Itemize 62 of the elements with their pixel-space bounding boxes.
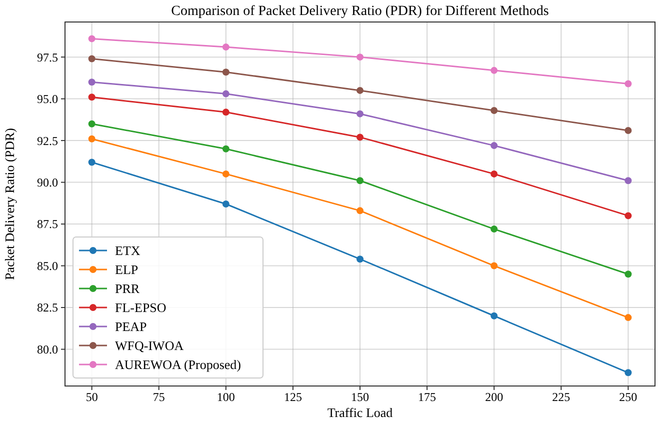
legend-label: WFQ-IWOA — [115, 338, 184, 354]
point — [88, 35, 96, 42]
point — [222, 200, 230, 208]
x-tick-label: 225 — [552, 390, 570, 404]
point — [490, 66, 498, 74]
point — [222, 145, 230, 152]
point — [88, 78, 96, 86]
legend-label: PRR — [115, 281, 140, 296]
point — [490, 226, 498, 233]
x-tick-label: 150 — [351, 390, 369, 404]
x-tick-label: 250 — [619, 390, 638, 404]
legend-label: PEAP — [115, 319, 147, 334]
legend-label: ELP — [115, 262, 138, 278]
point — [222, 44, 230, 51]
point — [222, 68, 230, 76]
point — [356, 177, 364, 184]
y-tick-label: 87.5 — [37, 217, 58, 232]
point — [490, 142, 498, 150]
legend-label: ETX — [115, 243, 141, 258]
point — [222, 90, 230, 98]
point — [624, 127, 632, 134]
y-tick-label: 90.0 — [37, 175, 58, 190]
point — [356, 54, 364, 61]
point — [222, 170, 230, 178]
y-axis-title: Packet Delivery Ratio (PDR) — [2, 128, 17, 280]
point — [356, 134, 364, 141]
point — [88, 55, 96, 62]
point — [490, 262, 498, 270]
x-tick-label: 75 — [152, 390, 165, 404]
y-tick-label: 97.5 — [37, 50, 58, 64]
y-tick-label: 92.5 — [37, 134, 58, 148]
y-tick-label: 95.0 — [37, 92, 58, 106]
x-tick-label: 50 — [86, 390, 98, 404]
point — [356, 110, 364, 118]
point — [88, 135, 96, 142]
point — [356, 256, 364, 263]
y-tick-label: 85.0 — [37, 258, 58, 273]
point — [356, 86, 364, 94]
legend-label: FL-EPSO — [115, 300, 166, 316]
legend-label: AUREWOA (Proposed) — [115, 357, 242, 372]
point — [624, 369, 632, 376]
x-tick-label: 200 — [485, 390, 504, 404]
x-tick-label: 125 — [284, 390, 302, 404]
point — [624, 177, 632, 184]
x-axis-title: Traffic Load — [327, 405, 394, 420]
point — [490, 106, 498, 114]
point — [88, 120, 96, 128]
point — [624, 270, 632, 278]
y-tick-label: 80.0 — [37, 342, 58, 356]
point — [624, 212, 632, 220]
x-tick-label: 175 — [418, 390, 436, 404]
chart-title: Comparison of Packet Delivery Ratio (PDR) for Different Methods — [171, 4, 549, 19]
point — [222, 108, 230, 116]
point — [88, 158, 96, 166]
y-tick-label: 82.5 — [37, 300, 58, 315]
point — [490, 170, 498, 178]
point — [490, 312, 498, 320]
point — [88, 94, 96, 101]
point — [624, 80, 632, 88]
point — [624, 314, 632, 322]
x-tick-label: 100 — [216, 390, 235, 404]
point — [356, 207, 364, 214]
